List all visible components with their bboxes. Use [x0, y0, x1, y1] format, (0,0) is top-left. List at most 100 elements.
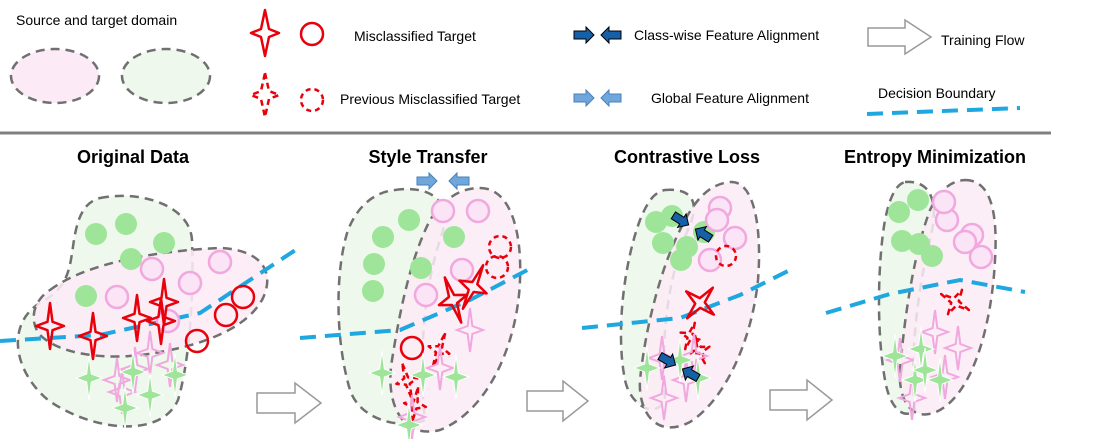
decision-boundary: [581, 268, 791, 330]
legend-previous-misclassified-label: Previous Misclassified Target: [340, 91, 520, 107]
source-sample-star: [441, 354, 471, 400]
target-sample-circle: [104, 284, 130, 310]
misclassified-target-circle: [399, 335, 425, 361]
target-sample-circle: [465, 198, 491, 224]
source-sample-circle: [443, 226, 465, 248]
training-flow-arrow-1: [256, 381, 323, 425]
panel-title-contrastive: Contrastive Loss: [614, 147, 760, 167]
target-sample-star: [106, 369, 138, 415]
source-sample-circle: [888, 201, 910, 223]
source-sample-circle: [75, 285, 97, 307]
target-sample-circle: [430, 198, 456, 224]
legend-class-alignment-label: Class-wise Feature Alignment: [634, 27, 819, 43]
source-sample-circle: [120, 248, 142, 270]
target-sample-star: [648, 375, 680, 421]
target-sample-circle: [697, 247, 723, 273]
legend-global-alignment-label: Global Feature Alignment: [651, 90, 809, 106]
misclassified-target-star: [145, 296, 177, 346]
source-sample-circle: [398, 209, 420, 231]
misclassified-target-circle: [213, 302, 239, 328]
legend-misclassified-circle-icon: [299, 21, 325, 47]
target-sample-star: [942, 325, 974, 371]
source-sample-circle: [410, 257, 432, 279]
source-sample-circle: [891, 230, 913, 252]
legend-previous-misclassified-circle-icon: [299, 87, 325, 113]
previous-misclassified-circle: [484, 254, 510, 280]
source-sample-star: [408, 352, 438, 398]
misclassified-target-star: [684, 286, 716, 320]
source-sample-circle: [362, 280, 384, 302]
source-sample-circle: [153, 232, 175, 254]
source-sample-circle: [907, 189, 929, 211]
panel-title-original: Original Data: [77, 147, 190, 167]
legend-decision-boundary-label: Decision Boundary: [878, 85, 996, 101]
training-flow-arrow-2: [526, 379, 590, 423]
source-sample-star: [900, 357, 930, 403]
legend-global-alignment-arrows-icon: [573, 88, 622, 108]
decision-boundary: [825, 277, 1026, 315]
source-sample-star: [135, 372, 165, 418]
target-sample-circle: [413, 282, 439, 308]
legend-previous-misclassified-star-icon: [249, 71, 281, 119]
training-flow-arrow-3: [769, 378, 834, 422]
misclassified-target-circle: [230, 284, 256, 310]
source-sample-circle: [652, 232, 674, 254]
source-sample-star: [910, 347, 940, 393]
source-sample-circle: [921, 245, 943, 267]
target-sample-circle: [931, 189, 957, 215]
legend-decision-boundary-line: [866, 106, 1021, 116]
decision-boundary: [299, 264, 536, 340]
misclassified-target-star: [77, 311, 109, 361]
source-sample-circle: [372, 226, 394, 248]
source-sample-star: [110, 385, 140, 431]
target-sample-circle: [722, 225, 748, 251]
misclassified-target-star: [437, 276, 469, 324]
source-sample-star: [394, 402, 424, 439]
legend: Source and target domain Misclassified T…: [9, 8, 1025, 119]
legend-misclassified-star-icon: [249, 8, 281, 58]
target-sample-circle: [139, 256, 165, 282]
target-sample-circle: [704, 207, 730, 233]
source-sample-circle: [363, 253, 385, 275]
target-sample-star: [896, 375, 928, 421]
previous-misclassified-star: [689, 335, 711, 365]
source-sample-star: [880, 333, 910, 379]
legend-training-flow-arrow-icon: [867, 18, 933, 56]
legend-misclassified-label: Misclassified Target: [354, 28, 476, 44]
legend-training-flow-label: Training Flow: [941, 32, 1025, 48]
panel-title-style-transfer: Style Transfer: [368, 147, 487, 167]
decision-boundary: [0, 245, 302, 343]
source-sample-star: [367, 350, 397, 396]
target-sample-star: [646, 335, 678, 381]
legend-domain-label: Source and target domain: [16, 12, 177, 28]
source-sample-star: [632, 345, 662, 391]
target-sample-circle: [952, 229, 978, 255]
class-alignment-arrows-top-icon: [670, 211, 714, 243]
source-sample-circle: [670, 249, 692, 271]
target-sample-star: [396, 394, 428, 439]
source-sample-circle: [85, 223, 107, 245]
misclassified-target-star: [121, 293, 153, 343]
target-sample-circle: [449, 257, 475, 283]
target-sample-star: [424, 345, 456, 391]
misclassified-target-star: [458, 263, 488, 311]
global-alignment-arrows-icon: [416, 171, 470, 191]
previous-misclassified-circle: [714, 244, 738, 268]
target-sample-circle: [968, 244, 994, 270]
source-sample-star: [160, 352, 190, 398]
target-sample-star: [919, 309, 951, 355]
target-sample-circle: [207, 249, 233, 275]
source-sample-circle: [115, 213, 137, 235]
legend-class-alignment-arrows-icon: [573, 25, 622, 45]
target-sample-circle: [177, 270, 203, 296]
legend-target-domain-ellipse: [9, 47, 101, 105]
class-alignment-arrows-bottom-icon: [657, 351, 701, 383]
target-sample-star: [454, 307, 486, 353]
source-sample-star: [74, 355, 104, 401]
previous-misclassified-circle: [487, 234, 513, 260]
previous-misclassified-star: [939, 288, 971, 316]
source-sample-star: [665, 337, 695, 383]
source-sample-star: [925, 357, 955, 403]
misclassified-target-circle: [184, 328, 210, 354]
